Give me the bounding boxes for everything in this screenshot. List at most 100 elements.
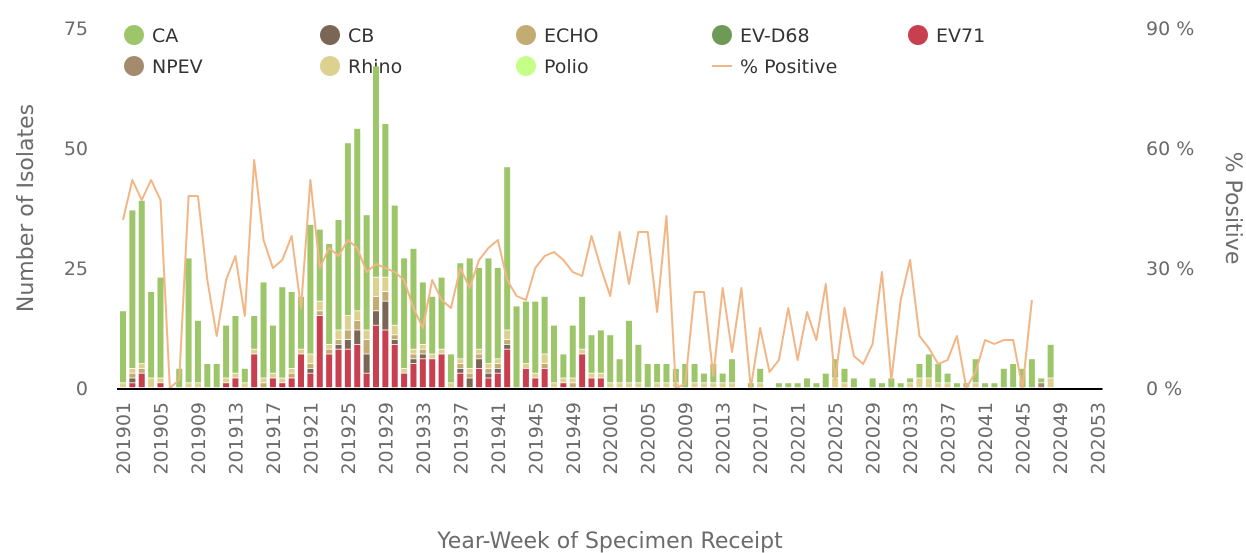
x-axis-title: Year-Week of Specimen Receipt: [436, 529, 783, 553]
bar-segment-rhino: [494, 359, 501, 364]
bar-segment-ca: [729, 359, 736, 383]
legend-item-echo: ECHO: [516, 25, 599, 47]
bar-segment-rhino: [429, 354, 436, 359]
bar-segment-ca: [513, 306, 520, 388]
bar-segment-ev71: [485, 378, 492, 388]
bar-segment-ev71: [326, 354, 333, 388]
bar-segment-echo: [138, 368, 145, 373]
bar-segment-ev71: [372, 325, 379, 388]
bar-segment-rhino: [560, 378, 567, 383]
bar-segment-rhino: [363, 330, 370, 340]
legend-item-polio: Polio: [516, 56, 589, 78]
bar-segment-rhino: [841, 383, 848, 388]
bar-segment-rhino: [757, 383, 764, 388]
legend-label: % Positive: [740, 56, 837, 78]
legend-item-ev71: EV71: [908, 25, 985, 47]
bar-segment-rhino: [401, 368, 408, 373]
bar-segment-echo: [326, 349, 333, 354]
bar-segment-echo: [391, 335, 398, 340]
bar-segment-cb: [504, 344, 511, 349]
bar-segment-ca: [579, 296, 586, 349]
bar-segment-cb: [129, 378, 136, 383]
y2-axis-title: % Positive: [1220, 152, 1245, 265]
bar-segment-echo: [457, 364, 464, 368]
bar-segment-ca: [635, 344, 642, 383]
legend-label: ECHO: [544, 25, 599, 47]
x-tick-label: 201937: [450, 402, 472, 475]
legend-swatch: [516, 25, 536, 45]
bar-segment-ca: [457, 263, 464, 359]
bar-segment-rhino: [419, 344, 426, 349]
legend-swatch: [908, 25, 928, 45]
bar-segment-rhino: [607, 383, 614, 388]
bars-group: [120, 66, 1054, 388]
bar-segment-rhino: [476, 349, 483, 354]
legend-swatch: [320, 25, 340, 45]
x-tick-label: 201913: [225, 402, 247, 475]
bar-segment-ev71: [288, 378, 295, 388]
bar-segment-ev71: [307, 373, 314, 388]
bar-segment-ca: [213, 364, 220, 388]
x-tick-label: 202005: [638, 402, 660, 475]
bar-segment-ca: [410, 248, 417, 349]
bar-segment-ca: [785, 383, 792, 388]
bar-segment-cb: [382, 301, 389, 330]
legend-label: CB: [348, 25, 374, 47]
right-y-tick-label: 60 %: [1146, 138, 1194, 160]
bar-segment-rhino: [326, 344, 333, 349]
legend-item-npev: NPEV: [124, 56, 203, 78]
bar-segment-rhino: [532, 373, 539, 378]
legend-swatch: [516, 56, 536, 76]
bar-segment-echo: [466, 373, 473, 378]
bar-segment-ev71: [363, 373, 370, 388]
right-y-axis: 0 % 30 % 60 % 90 %: [1146, 18, 1194, 400]
bar-segment-rhino: [700, 383, 707, 388]
bar-segment-ev71: [251, 354, 258, 388]
bar-segment-ca: [354, 128, 361, 311]
bar-segment-echo: [494, 364, 501, 368]
bar-segment-ca: [935, 364, 942, 383]
bar-segment-rhino: [729, 383, 736, 388]
bar-segment-rhino: [298, 349, 305, 354]
bar-segment-ev71: [419, 359, 426, 388]
bar-segment-ca: [663, 364, 670, 383]
bar-segment-rhino: [719, 383, 726, 388]
bar-segment-rhino: [307, 354, 314, 364]
bar-segment-cb: [363, 354, 370, 373]
bar-segment-echo: [363, 340, 370, 354]
x-tick-label: 202009: [675, 402, 697, 475]
bar-segment-ca: [991, 383, 998, 388]
bar-segment-ca: [625, 320, 632, 383]
bar-segment-rhino: [148, 378, 155, 388]
bar-segment-ca: [241, 368, 248, 383]
bar-segment-rhino: [372, 277, 379, 296]
legend-label: Polio: [544, 56, 589, 78]
bar-segment-rhino: [541, 354, 548, 364]
legend-item--positive: % Positive: [712, 56, 837, 78]
bar-segment-ca: [382, 124, 389, 277]
bar-segment-ca: [813, 383, 820, 388]
bar-segment-rhino: [410, 349, 417, 354]
bar-segment-ca: [888, 378, 895, 388]
bar-segment-rhino: [457, 359, 464, 364]
bar-segment-ca: [298, 296, 305, 349]
bar-segment-echo: [476, 354, 483, 359]
bar-segment-ev71: [354, 344, 361, 388]
bar-segment-ca: [644, 364, 651, 388]
bar-segment-ev71: [269, 378, 276, 388]
legend-label: CA: [152, 25, 178, 47]
bar-segment-ca: [832, 359, 839, 378]
left-y-tick-label: 50: [64, 138, 88, 160]
bar-segment-rhino: [288, 368, 295, 373]
bar-segment-cb: [372, 311, 379, 325]
bar-segment-cb: [335, 344, 342, 349]
bar-segment-rhino: [447, 383, 454, 388]
bar-segment-ca: [326, 244, 333, 344]
bar-segment-rhino: [316, 301, 323, 311]
bar-segment-ca: [597, 330, 604, 373]
bar-segment-rhino: [972, 383, 979, 388]
legend: CA CB ECHO EV-D68 EV71 NPEV Rhino Polio % Positi…: [124, 25, 985, 78]
y-axis-title: Number of Isolates: [14, 104, 39, 312]
x-tick-label: 202053: [1087, 402, 1109, 475]
bar-segment-rhino: [438, 349, 445, 354]
